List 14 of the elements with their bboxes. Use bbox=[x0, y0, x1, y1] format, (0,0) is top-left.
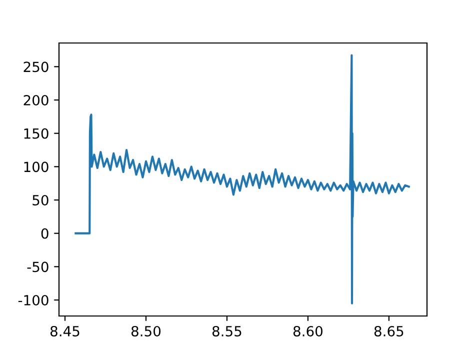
y-tick-label: 50 bbox=[32, 194, 48, 206]
y-tick-label: 100 bbox=[24, 162, 48, 172]
x-tick-label: 8.55 bbox=[212, 326, 242, 336]
x-tick-label: 8.50 bbox=[131, 326, 161, 336]
line-series bbox=[74, 54, 410, 304]
x-tick-label: 8.60 bbox=[293, 326, 322, 336]
x-tick-label: 8.45 bbox=[50, 326, 80, 336]
y-tick-label: 150 bbox=[24, 128, 48, 139]
y-tick-label: 200 bbox=[24, 94, 48, 106]
y-tick-label: -100 bbox=[18, 294, 48, 306]
y-tick-label: -50 bbox=[27, 262, 48, 272]
y-tick-label: 250 bbox=[24, 62, 48, 72]
x-tick-label: 8.65 bbox=[374, 326, 404, 336]
y-tick-label: 0 bbox=[41, 228, 48, 239]
